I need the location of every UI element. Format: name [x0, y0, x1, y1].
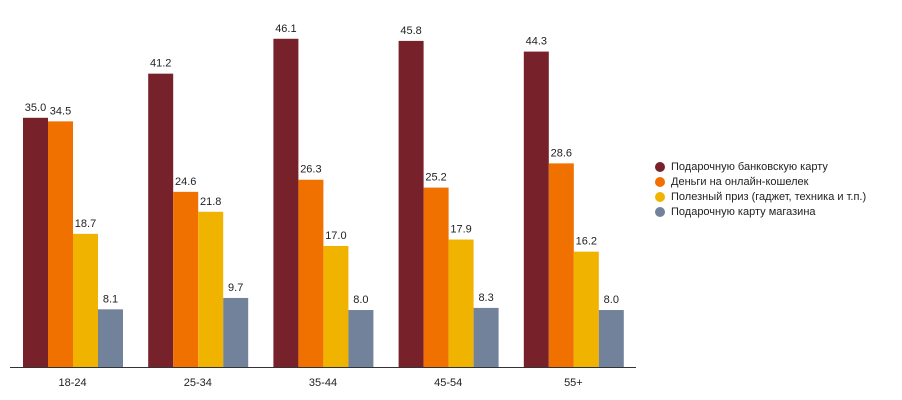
bar-18-24-series-4: [98, 309, 123, 367]
value-label-25-34-series-2: 24.6: [175, 176, 196, 188]
legend-swatch-1: [655, 161, 665, 172]
x-tick-label-45-54: 45-54: [434, 377, 462, 389]
bar-55+-series-2: [548, 163, 574, 367]
legend-swatch-3: [655, 191, 665, 202]
value-label-45-54-series-2: 25.2: [425, 172, 446, 184]
bar-45-54-series-2: [423, 187, 449, 367]
value-label-45-54-series-4: 8.3: [478, 292, 493, 304]
value-label-35-44-series-2: 26.3: [300, 164, 321, 176]
x-tick-label-35-44: 35-44: [309, 377, 337, 389]
value-labels-layer: 35.0 34.5 18.7 8.1 41.2 24.6 21.8 9.7 46.1 26.3 17…: [25, 23, 619, 306]
legend-item-4: Подарочную карту магазина: [655, 204, 866, 219]
value-label-45-54-series-1: 45.8: [400, 25, 421, 37]
bar-18-24-series-1: [23, 117, 48, 367]
value-label-55+-series-4: 8.0: [604, 294, 619, 306]
bar-55+-series-1: [523, 51, 549, 368]
bar-35-44-series-3: [323, 245, 349, 367]
bar-55+-series-4: [598, 310, 624, 367]
value-label-18-24-series-4: 8.1: [103, 293, 118, 305]
bar-55+-series-3: [573, 251, 599, 367]
legend-item-2: Деньги на онлайн-кошелек: [655, 174, 866, 189]
value-label-18-24-series-3: 18.7: [75, 218, 96, 230]
bar-35-44-series-2: [298, 179, 324, 367]
value-label-18-24-series-2: 34.5: [50, 105, 71, 117]
bar-25-34-series-1: [148, 73, 174, 367]
bars-layer: [23, 38, 624, 368]
legend-swatch-4: [655, 206, 665, 217]
value-label-18-24-series-1: 35.0: [25, 102, 46, 114]
legend-label-1: Подарочную банковскую карту: [671, 160, 828, 173]
bar-45-54-series-4: [473, 307, 499, 367]
bar-18-24-series-3: [73, 233, 98, 367]
legend-item-1: Подарочную банковскую карту: [655, 159, 866, 174]
legend-label-3: Полезный приз (гаджет, техника и т.п.): [671, 190, 867, 203]
bar-25-34-series-3: [198, 211, 224, 367]
value-label-55+-series-3: 16.2: [576, 236, 597, 248]
x-tick-label-55+: 55+: [564, 377, 583, 389]
value-label-35-44-series-4: 8.0: [353, 294, 368, 306]
bar-25-34-series-2: [173, 191, 199, 367]
x-tick-label-25-34: 25-34: [184, 377, 212, 389]
value-label-25-34-series-1: 41.2: [150, 58, 171, 70]
bar-45-54-series-1: [398, 40, 424, 368]
value-label-35-44-series-3: 17.0: [325, 230, 346, 242]
legend-label-2: Деньги на онлайн-кошелек: [671, 175, 809, 188]
x-tick-label-18-24: 18-24: [59, 377, 87, 389]
bar-35-44-series-4: [348, 310, 374, 367]
legend-item-3: Полезный приз (гаджет, техника и т.п.): [655, 189, 866, 204]
legend-label-4: Подарочную карту магазина: [671, 205, 816, 218]
bar-45-54-series-3: [448, 239, 474, 367]
value-label-25-34-series-3: 21.8: [200, 196, 221, 208]
value-label-25-34-series-4: 9.7: [228, 282, 243, 294]
value-label-35-44-series-1: 46.1: [275, 23, 296, 35]
x-axis-ticks: 18-24 25-34 35-44 45-54 55+: [59, 377, 583, 389]
value-label-55+-series-1: 44.3: [526, 36, 547, 48]
bar-18-24-series-2: [48, 121, 73, 367]
legend: Подарочную банковскую карту Деньги на онл…: [655, 159, 866, 219]
value-label-55+-series-2: 28.6: [551, 147, 572, 159]
bar-35-44-series-1: [273, 38, 299, 367]
legend-swatch-2: [655, 176, 665, 187]
bar-25-34-series-4: [223, 297, 249, 367]
value-label-45-54-series-3: 17.9: [450, 224, 471, 236]
